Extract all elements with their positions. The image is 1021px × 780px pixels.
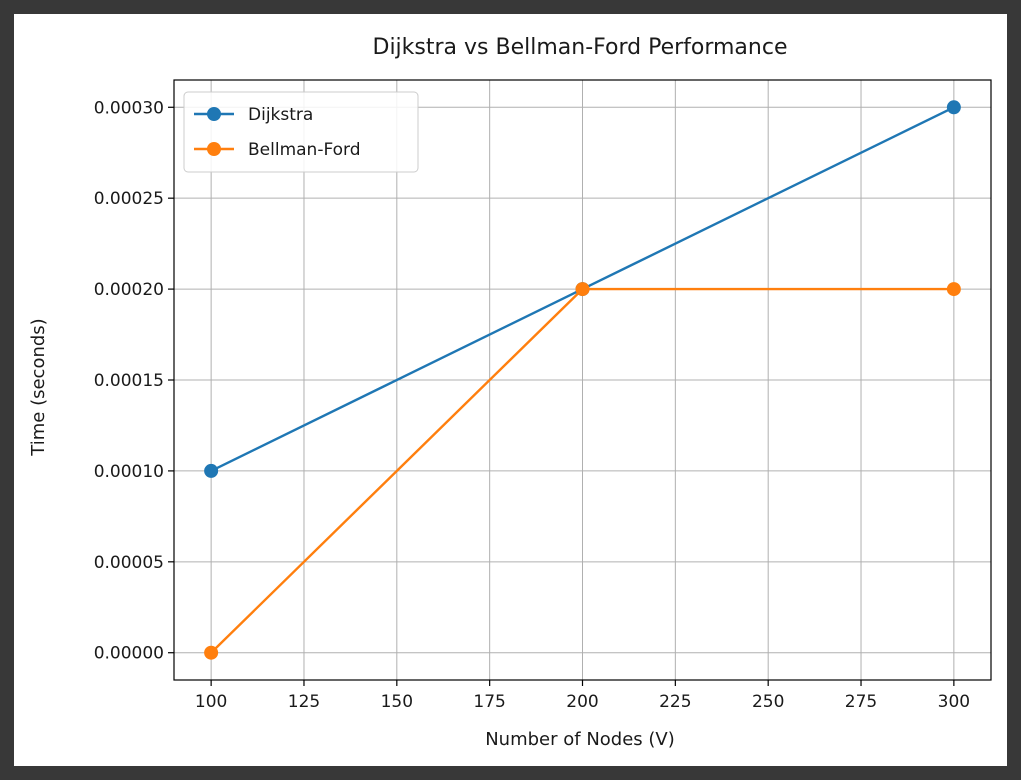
legend-marker-bellman-ford: [207, 142, 221, 156]
legend-box: [183, 91, 419, 173]
y-tick-label: 0.00000: [94, 644, 164, 664]
x-tick-label: 225: [659, 692, 691, 712]
series-lines: [204, 100, 961, 660]
data-point-dijkstra: [946, 100, 961, 115]
legend-label-dijkstra: Dijkstra: [248, 105, 313, 125]
plot-frame: [173, 79, 992, 681]
y-tick-label: 0.00005: [94, 553, 164, 573]
x-tick-label: 250: [752, 692, 784, 712]
x-tick-label: 175: [473, 692, 505, 712]
y-tick-labels: 0.00000 0.00005 0.00010 0.00015 0.00020 0.000…: [94, 98, 164, 663]
y-axis-label: Time (seconds): [28, 318, 49, 456]
legend-label-bellman-ford: Bellman-Ford: [248, 140, 361, 160]
y-tick-label: 0.00030: [94, 98, 164, 118]
legend-marker-dijkstra: [207, 107, 221, 121]
x-tick-label: 125: [288, 692, 320, 712]
x-tick-label: 200: [566, 692, 598, 712]
line-chart: Dijkstra vs Bellman-Ford Performance 100…: [28, 35, 992, 750]
legend: Dijkstra Bellman-Ford: [183, 91, 419, 173]
y-tick-label: 0.00025: [94, 189, 164, 209]
chart-canvas: Dijkstra vs Bellman-Ford Performance 100…: [14, 14, 1007, 766]
x-axis-label: Number of Nodes (V): [485, 729, 675, 750]
x-tick-labels: 100 125 150 175 200 225 250 275 300: [195, 692, 970, 712]
data-point-bellman-ford: [946, 282, 961, 297]
chart-title: Dijkstra vs Bellman-Ford Performance: [373, 35, 788, 60]
y-tick-label: 0.00015: [94, 371, 164, 391]
x-tick-label: 150: [381, 692, 413, 712]
axes: [168, 79, 992, 686]
y-tick-label: 0.00020: [94, 280, 164, 300]
x-tick-label: 300: [938, 692, 970, 712]
x-tick-label: 100: [195, 692, 227, 712]
data-point-bellman-ford: [575, 282, 590, 297]
x-tick-label: 275: [845, 692, 877, 712]
data-point-dijkstra: [204, 463, 219, 478]
data-point-bellman-ford: [204, 645, 219, 660]
y-tick-label: 0.00010: [94, 462, 164, 482]
